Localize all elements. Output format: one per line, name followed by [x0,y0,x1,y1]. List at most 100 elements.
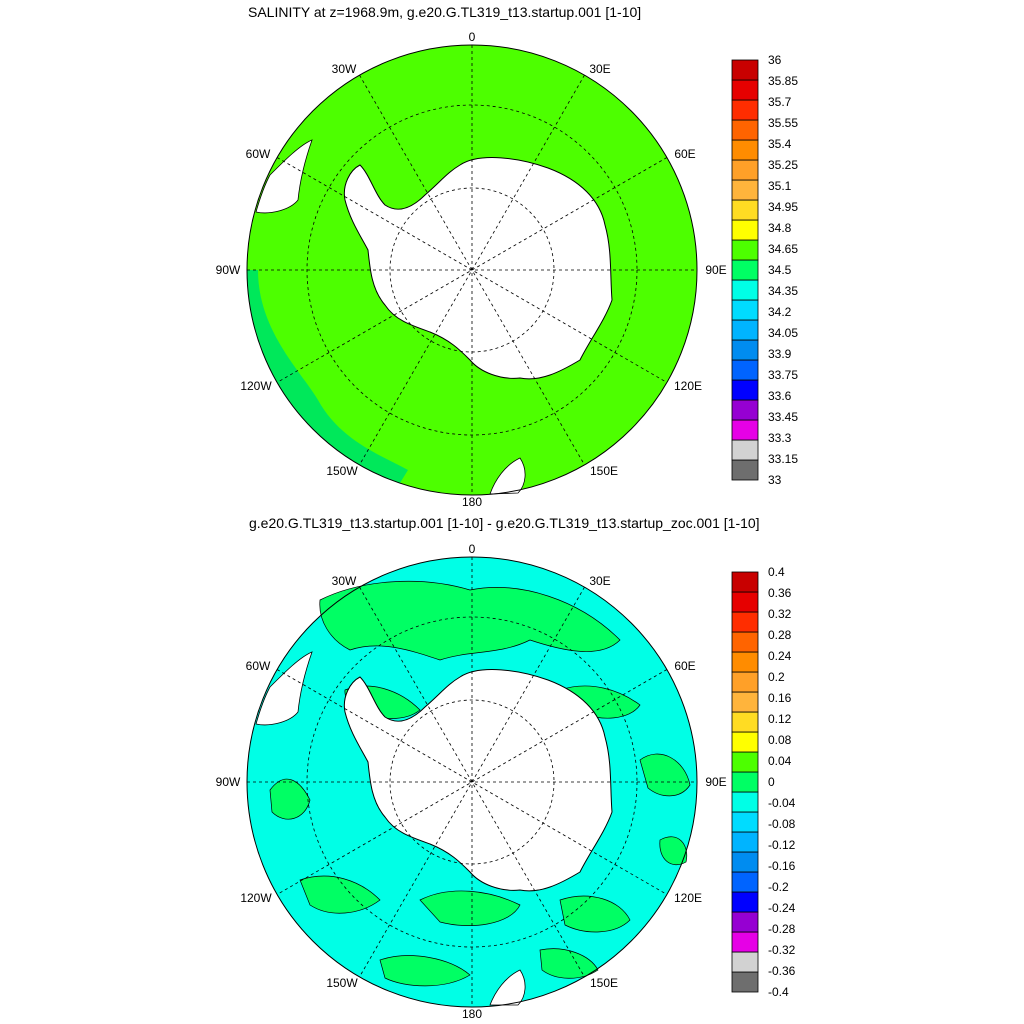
bottom-lon-label: 90E [705,775,726,789]
top-low-salinity-band [247,270,408,483]
colorbar-tick-label: -0.4 [768,985,789,999]
colorbar-swatch [731,591,759,613]
colorbar-tick-label: 33.9 [768,347,792,361]
top-lon-label: 150W [326,464,358,478]
top-lon-label: 0 [469,30,476,44]
colorbar-tick-label: 34.95 [768,200,798,214]
top-lon-label: 30W [332,62,357,76]
top-land-antarctica [343,157,613,380]
top-lon-label: 90W [216,263,241,277]
colorbar-swatch [731,359,759,381]
colorbar-swatch [731,771,759,793]
colorbar-tick-label: -0.08 [768,817,796,831]
colorbar-tick-label: -0.12 [768,838,796,852]
colorbar-tick-label: -0.36 [768,964,796,978]
colorbar-swatch [731,831,759,853]
colorbar-swatch [731,731,759,753]
bottom-land-antarctica [343,669,613,892]
colorbar-tick-label: 36 [768,53,782,67]
colorbar-tick-label: -0.32 [768,943,796,957]
colorbar-tick-label: 34.65 [768,242,798,256]
top-land-south-america [255,139,313,214]
colorbar-swatch [731,611,759,633]
bottom-lon-label: 180 [462,1007,482,1021]
colorbar-tick-label: 35.55 [768,116,798,130]
colorbar-swatch [731,951,759,973]
colorbar-swatch [731,811,759,833]
colorbar-tick-label: 33 [768,473,782,487]
colorbar-tick-label: 0.28 [768,628,792,642]
colorbar-tick-label: -0.24 [768,901,796,915]
colorbar-swatch [731,419,759,441]
colorbar-swatch [731,199,759,221]
colorbar-swatch [731,299,759,321]
bottom-lon-label: 120W [240,891,272,905]
colorbar-tick-label: 33.45 [768,410,798,424]
colorbar-swatch [731,931,759,953]
colorbar-tick-label: 35.7 [768,95,792,109]
colorbar-tick-label: -0.16 [768,859,796,873]
bottom-graticule [247,557,697,1007]
colorbar-swatch [731,851,759,873]
colorbar-tick-label: -0.04 [768,796,796,810]
colorbar-swatch [731,159,759,181]
colorbar-swatch [731,119,759,141]
bottom-lon-label: 150W [326,976,358,990]
colorbar-swatch [731,219,759,241]
colorbar-tick-label: 33.3 [768,431,792,445]
colorbar-tick-label: 34.35 [768,284,798,298]
colorbar-tick-label: 0.4 [768,565,785,579]
colorbar-tick-label: 34.2 [768,305,792,319]
colorbar-tick-label: 0.08 [768,733,792,747]
colorbar-tick-label: 33.15 [768,452,798,466]
colorbar-swatch [731,571,759,593]
colorbar-swatch [731,439,759,461]
colorbar-swatch [731,59,759,81]
colorbar-swatch [731,239,759,261]
colorbar-swatch [731,179,759,201]
top-lon-label: 120E [674,379,702,393]
colorbar-tick-label: 0.36 [768,586,792,600]
top-lon-label: 150E [590,464,618,478]
top-lon-label: 30E [589,62,610,76]
top-panel-title: SALINITY at z=1968.9m, g.e20.G.TL319_t13… [248,4,642,20]
colorbar-swatch [731,139,759,161]
bottom-map-border [246,556,698,1008]
colorbar-tick-label: 0.32 [768,607,792,621]
colorbar-tick-label: 0.16 [768,691,792,705]
colorbar-swatch [731,379,759,401]
bottom-lon-label: 60W [246,659,271,673]
bottom-lon-label: 30W [332,574,357,588]
top-land-new-zealand [489,457,526,495]
colorbar-swatch [731,691,759,713]
colorbar-swatch [731,99,759,121]
bottom-lon-label: 90W [216,775,241,789]
top-lon-label: 120W [240,379,272,393]
top-lon-label: 60W [246,147,271,161]
bottom-panel-title: g.e20.G.TL319_t13.startup.001 [1-10] - g… [249,515,760,531]
colorbar-swatch [731,911,759,933]
colorbar-swatch [731,891,759,913]
colorbar-tick-label: 35.1 [768,179,792,193]
colorbar-tick-label: 0 [768,775,775,789]
top-lon-label: 180 [462,495,482,509]
colorbar-swatch [731,279,759,301]
top-map: 0 30E 60E 90E 120E 150E 180 150W 120W 90… [216,30,727,509]
bottom-map: 0 30E 60E 90E 120E 150E 180 150W 120W 90… [216,542,727,1021]
colorbar-swatch [731,631,759,653]
top-colorbar: 33 33.15 33.3 33.45 33.6 33.75 33.9 34.05 34.2 34… [731,53,798,487]
bottom-colorbar: -0.4 -0.36 -0.32 -0.28 -0.24 -0.2 -0.16 -0.12 -0… [731,565,796,999]
colorbar-swatch [731,339,759,361]
colorbar-swatch [731,319,759,341]
top-lon-label: 90E [705,263,726,277]
bottom-lon-label: 60E [674,659,695,673]
bottom-land-new-zealand [489,969,526,1006]
bottom-lon-label: 30E [589,574,610,588]
colorbar-tick-label: 0.24 [768,649,792,663]
colorbar-tick-label: 34.05 [768,326,798,340]
colorbar-swatch [731,971,759,993]
bottom-lon-label: 120E [674,891,702,905]
colorbar-swatch [731,711,759,733]
bottom-lon-label: 150E [590,976,618,990]
bottom-lon-label: 0 [469,542,476,556]
